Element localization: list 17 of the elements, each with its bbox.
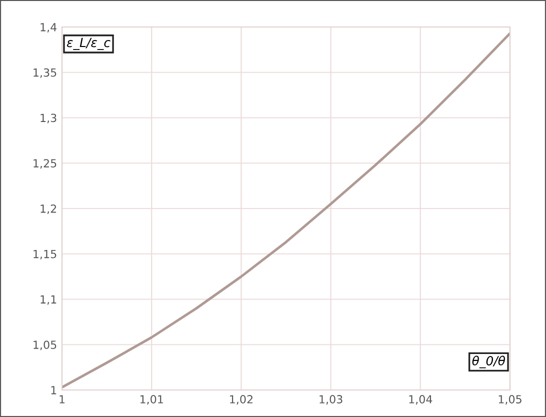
y-tick-label: 1,4 bbox=[40, 23, 57, 33]
y-tick-label: 1,35 bbox=[34, 68, 56, 78]
x-tick-label: 1 bbox=[60, 395, 65, 404]
y-tick-label: 1,3 bbox=[40, 114, 56, 124]
y-tick-label: 1,1 bbox=[40, 295, 56, 305]
y-tick-label: 1,05 bbox=[34, 340, 56, 350]
x-tick-label: 1,04 bbox=[409, 395, 432, 405]
y-tick-label: 1,25 bbox=[34, 159, 56, 169]
x-tick-label: 1,05 bbox=[498, 395, 522, 405]
x-tick-label: 1,03 bbox=[320, 395, 342, 405]
x-axis-title: θ_0/θ bbox=[472, 356, 506, 368]
y-tick-label: 1,2 bbox=[40, 204, 56, 214]
x-tick-label: 1,01 bbox=[140, 395, 163, 405]
y-tick-label: 1 bbox=[51, 386, 56, 394]
y-tick-label: 1,15 bbox=[34, 250, 56, 260]
y-axis-title: ε_L/ε_c bbox=[66, 38, 110, 50]
x-tick-label: 1,02 bbox=[230, 395, 252, 405]
